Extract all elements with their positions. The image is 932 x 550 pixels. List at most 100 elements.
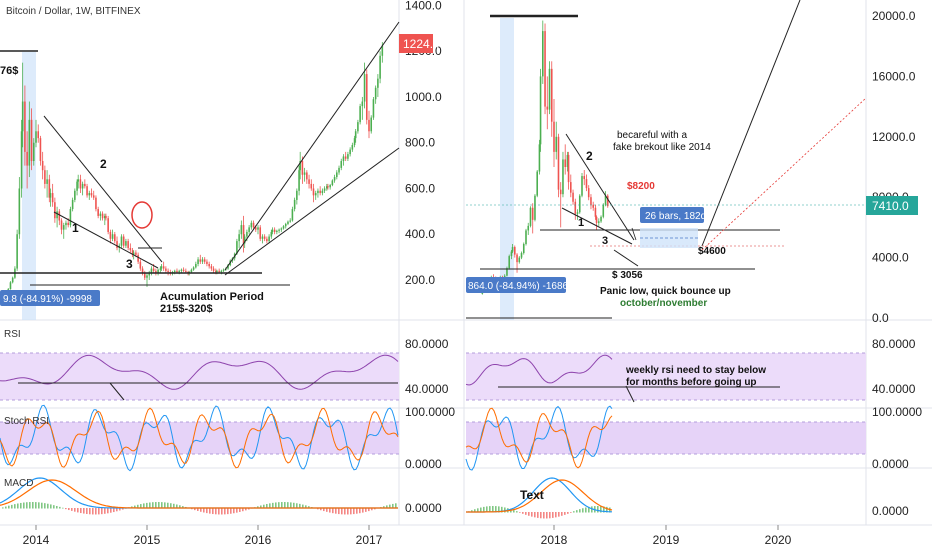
- right-red-projection: [701, 97, 867, 251]
- candle: [327, 183, 329, 190]
- right-rsi-tick-40: 40.0000: [872, 382, 916, 396]
- left-selection-band: [22, 52, 36, 320]
- candle: [595, 215, 598, 231]
- candle: [101, 211, 104, 221]
- candle: [41, 151, 44, 180]
- candle: [139, 259, 142, 271]
- candle: [99, 211, 102, 221]
- right-time-tick: 2020: [765, 533, 792, 547]
- right-macd-tick-0: 0.0000: [872, 504, 909, 518]
- candle: [340, 158, 343, 171]
- candle: [44, 165, 46, 189]
- left-price-tick: 1000.0: [405, 90, 442, 104]
- left-rsi-label: RSI: [4, 329, 21, 340]
- candle: [114, 231, 116, 244]
- candle: [529, 206, 532, 228]
- candle: [557, 133, 560, 198]
- right-macd-signal: [466, 479, 613, 513]
- candle: [201, 257, 204, 264]
- candle: [222, 268, 225, 272]
- candle: [9, 281, 12, 290]
- right-rsi-note-1: weekly rsi need to stay below: [625, 365, 766, 376]
- candle: [77, 174, 79, 189]
- candle: [370, 115, 373, 134]
- left-time-tick: 2016: [245, 533, 272, 547]
- right-bars-badge: 26 bars, 182d: [645, 211, 706, 222]
- candle: [550, 61, 553, 137]
- right-price-tick: 4000.0: [872, 251, 909, 265]
- candle: [250, 220, 253, 230]
- candle: [359, 103, 361, 125]
- candle: [278, 228, 280, 234]
- candle: [125, 238, 127, 248]
- candle: [351, 142, 354, 152]
- candle: [109, 229, 112, 244]
- candle: [257, 225, 259, 235]
- candle: [46, 170, 48, 198]
- candle: [39, 135, 42, 166]
- left-price-chart[interactable]: Bitcoin / Dollar, 1W, BITFINEX 76$ 1 2 3…: [0, 0, 442, 320]
- candle: [69, 206, 72, 228]
- right-stoch-panel[interactable]: 100.0000 0.0000: [465, 405, 922, 471]
- left-annotation-range: 215$-320$: [160, 303, 213, 315]
- candle: [238, 229, 240, 248]
- candle: [65, 220, 67, 230]
- candle: [271, 227, 274, 235]
- right-stoch-tick-100: 100.0000: [872, 405, 922, 419]
- left-stoch-panel[interactable]: Stoch RSI 100.0000 0.0000: [0, 404, 455, 472]
- candle: [84, 179, 86, 189]
- candle: [301, 156, 304, 184]
- candle: [333, 174, 336, 183]
- left-drop-badge-bg: [0, 290, 100, 306]
- candle: [585, 174, 588, 192]
- left-time-tick: 2014: [23, 533, 50, 547]
- candle: [303, 167, 306, 182]
- candle: [308, 174, 310, 189]
- candle: [105, 213, 107, 221]
- candle: [195, 261, 197, 269]
- candle: [583, 170, 586, 186]
- candle: [511, 244, 514, 254]
- candle: [520, 251, 523, 260]
- candle: [58, 209, 61, 226]
- candle: [35, 119, 37, 148]
- left-time-tick: 2017: [356, 533, 383, 547]
- right-selection-band: [500, 18, 514, 320]
- candle: [342, 154, 345, 166]
- right-candles: [481, 20, 609, 295]
- candle: [548, 61, 551, 115]
- candle: [88, 190, 91, 200]
- candle: [141, 266, 144, 276]
- left-macd-panel[interactable]: MACD 0.0000: [0, 477, 442, 515]
- left-price-tick: 400.0: [405, 227, 435, 241]
- right-macd-panel[interactable]: Text 0.0000: [466, 477, 909, 519]
- candle: [354, 128, 357, 143]
- left-trendlines: [0, 21, 400, 286]
- candle: [206, 259, 208, 267]
- candle: [587, 185, 590, 201]
- candle: [74, 188, 76, 203]
- candle: [336, 170, 338, 180]
- left-rsi-panel[interactable]: RSI 80.0000 40.0000: [0, 329, 449, 401]
- right-note-8200: $8200: [627, 181, 655, 192]
- right-time-tick: 2019: [653, 533, 680, 547]
- candle: [18, 177, 21, 239]
- candle: [212, 266, 215, 274]
- candle: [372, 96, 375, 120]
- candle: [273, 227, 276, 235]
- left-highlight-circle: [131, 201, 153, 229]
- candle: [79, 174, 82, 194]
- right-rsi-panel[interactable]: weekly rsi need to stay below for months…: [465, 337, 916, 403]
- right-note-careful: becareful with a: [617, 130, 687, 141]
- candle: [131, 247, 134, 258]
- candle: [594, 204, 597, 220]
- candle: [261, 234, 264, 244]
- candle: [598, 218, 600, 226]
- right-price-chart[interactable]: 26 bars, 182d 1 2 3 becareful with a fak…: [466, 0, 918, 325]
- left-macd-label: MACD: [4, 478, 33, 489]
- candle: [357, 119, 359, 134]
- candle: [570, 174, 572, 198]
- candle: [590, 194, 592, 210]
- candle: [531, 203, 534, 234]
- candle: [331, 179, 334, 187]
